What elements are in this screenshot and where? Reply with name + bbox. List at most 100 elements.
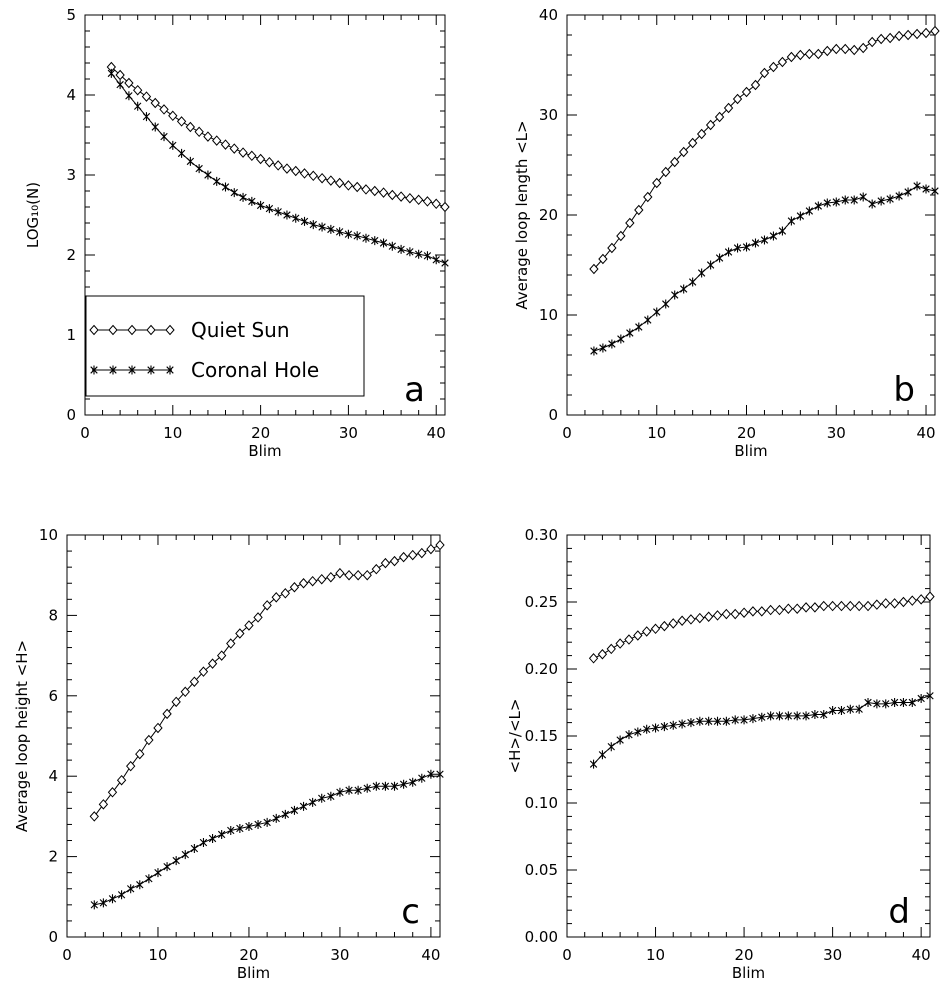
asterisk-marker: [796, 211, 805, 221]
diamond-marker: [344, 569, 354, 581]
diamond-marker: [435, 539, 445, 551]
panel-a: 0 10 20 30 40 0 1 2 3 4 5 Blim LOG₁₀(N) a: [24, 6, 450, 460]
diamond-marker: [819, 600, 829, 612]
diamond-marker: [840, 43, 850, 55]
x-tick-label: 10: [163, 424, 182, 442]
diamond-marker: [185, 121, 196, 133]
diamond-marker: [405, 192, 415, 204]
y-tick-label: 4: [66, 86, 76, 104]
asterisk-marker: [90, 900, 98, 910]
diamond-marker: [597, 649, 608, 660]
asterisk-marker: [274, 207, 282, 217]
series-line: [593, 30, 936, 270]
asterisk-marker: [802, 711, 810, 721]
diamond-marker: [872, 599, 882, 610]
plot-frame: [84, 14, 446, 416]
diamond-marker: [396, 191, 406, 202]
panel-letter: b: [893, 370, 915, 410]
asterisk-marker: [769, 231, 778, 241]
diamond-marker: [115, 69, 125, 81]
diamond-marker: [650, 623, 661, 635]
diamond-marker: [679, 146, 689, 158]
y-axis-title: Average loop height <H>: [13, 640, 31, 832]
legend-entry: Quiet Sun: [89, 318, 290, 342]
diamond-marker: [168, 110, 178, 122]
y-tick-label: 4: [48, 767, 58, 785]
asterisk-marker: [877, 196, 885, 206]
asterisk-marker: [414, 249, 423, 259]
asterisk-marker: [775, 711, 784, 721]
diamond-marker: [903, 29, 913, 41]
asterisk-marker: [873, 699, 881, 709]
asterisk-marker: [397, 244, 405, 254]
diamond-marker: [881, 598, 891, 609]
diamond-marker: [244, 620, 254, 631]
asterisk-marker: [151, 122, 159, 132]
asterisk-marker: [634, 727, 642, 737]
asterisk-marker: [922, 184, 930, 194]
asterisk-marker: [245, 821, 253, 831]
diamond-marker: [849, 44, 859, 56]
asterisk-marker: [760, 235, 769, 245]
asterisk-marker: [731, 715, 739, 725]
diamond-marker: [229, 143, 239, 154]
asterisk-marker: [859, 192, 867, 202]
diamond-marker: [308, 170, 318, 182]
asterisk-marker: [177, 148, 186, 158]
asterisk-marker: [418, 773, 426, 783]
diamond-marker: [198, 666, 209, 677]
diamond-marker: [107, 787, 118, 798]
asterisk-marker: [335, 227, 344, 237]
diamond-marker: [642, 626, 652, 637]
series-line: [111, 66, 446, 208]
y-tick-label: 0: [66, 406, 76, 424]
diamond-marker: [282, 163, 292, 174]
y-tick-label: 40: [539, 6, 558, 24]
asterisk-marker: [362, 233, 370, 243]
diamond-marker: [262, 600, 272, 611]
diamond-marker: [687, 137, 698, 149]
diamond-marker: [307, 575, 318, 587]
diamond-marker: [921, 27, 931, 39]
diamond-marker: [588, 653, 599, 664]
asterisk-marker: [626, 328, 634, 338]
asterisk-marker: [904, 187, 912, 197]
asterisk-marker: [109, 365, 117, 375]
diamond-marker: [615, 638, 625, 649]
diamond-marker: [299, 168, 310, 179]
diamond-marker: [867, 36, 877, 48]
series-line: [93, 544, 441, 817]
asterisk-marker: [163, 862, 171, 872]
plot-frame: [66, 534, 441, 938]
asterisk-marker: [166, 365, 174, 375]
diamond-marker: [127, 324, 137, 336]
diamond-marker: [916, 594, 926, 605]
diamond-marker: [203, 131, 213, 142]
asterisk-marker: [283, 210, 291, 220]
diamond-marker: [606, 643, 616, 655]
asterisk-marker: [256, 200, 265, 210]
asterisk-marker: [832, 197, 840, 207]
diamond-marker: [146, 324, 156, 336]
asterisk-marker: [787, 216, 796, 226]
x-axis-title: Blim: [732, 964, 765, 982]
asterisk-marker: [406, 247, 414, 257]
diamond-marker: [171, 696, 181, 708]
diamond-marker: [854, 600, 864, 612]
diamond-marker: [162, 708, 172, 720]
asterisk-marker: [239, 192, 247, 202]
asterisk-marker: [199, 838, 208, 848]
diamond-marker: [413, 194, 424, 206]
asterisk-marker: [841, 195, 849, 205]
asterisk-marker: [290, 805, 299, 815]
diamond-marker: [607, 242, 617, 254]
diamond-marker: [273, 160, 283, 171]
asterisk-marker: [890, 698, 899, 707]
y-tick-label: 0: [548, 406, 558, 424]
x-tick-label: 30: [330, 946, 349, 964]
asterisk-marker: [616, 735, 624, 745]
diamond-marker: [89, 811, 99, 822]
diamond-marker: [845, 600, 855, 612]
y-tick-label: 2: [48, 848, 58, 866]
diamond-marker: [703, 611, 714, 622]
